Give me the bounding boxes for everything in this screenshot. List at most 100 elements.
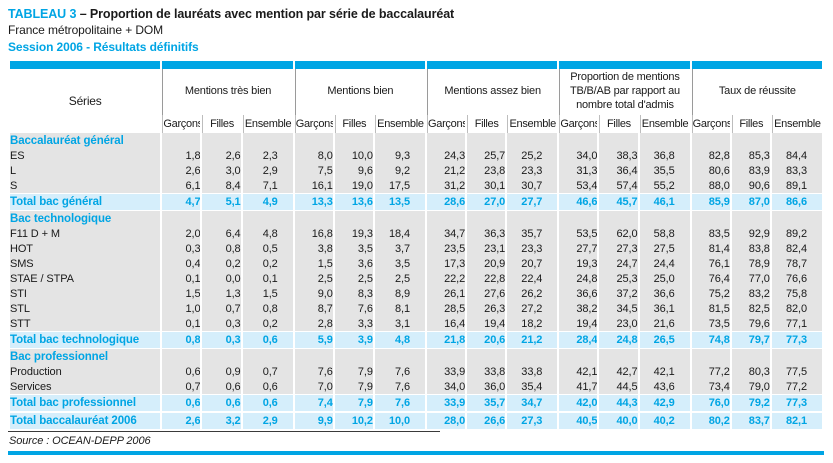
value-cell: 89,1 [771,178,822,193]
value-cell: 82,1 [771,412,822,430]
table-row: STT 0,1 0,3 0,2 2,8 3,3 3,1 16,4 19,4 18,2 19,4 23,… [10,316,822,331]
value-cell: 33,8 [467,364,506,379]
value-cell: 7,9 [334,394,373,412]
table-row: S 6,1 8,4 7,1 16,1 19,0 17,5 31,2 30,1 30,7 53,4 57… [10,178,822,193]
value-cell [507,211,558,226]
accent-bar-segment [559,61,690,69]
value-cell: 42,0 [559,394,598,412]
value-cell: 2,5 [294,271,333,286]
value-cell: 0,1 [162,316,201,331]
value-cell: 0,3 [202,331,241,349]
value-cell: 28,4 [559,331,598,349]
value-cell: 17,3 [427,256,466,271]
value-cell [162,211,201,226]
value-cell: 4,7 [162,193,201,211]
value-cell: 0,2 [242,256,293,271]
value-cell: 2,8 [294,316,333,331]
value-cell: 83,9 [731,163,770,178]
value-cell: 1,5 [242,286,293,301]
value-cell: 77,0 [731,271,770,286]
value-cell [242,349,293,364]
value-cell: 26,1 [427,286,466,301]
value-cell: 82,0 [771,301,822,316]
value-cell: 83,3 [771,163,822,178]
row-label: Total bac technologique [10,331,161,349]
value-cell [599,349,638,364]
value-cell [202,133,241,148]
value-cell [731,133,770,148]
value-cell [467,211,506,226]
value-cell: 23,3 [507,163,558,178]
value-cell: 7,1 [242,178,293,193]
value-cell: 4,8 [374,331,425,349]
value-cell: 7,4 [294,394,333,412]
value-cell: 20,6 [467,331,506,349]
value-cell: 3,0 [202,163,241,178]
value-cell: 2,5 [374,271,425,286]
value-cell: 10,0 [334,148,373,163]
value-cell: 34,7 [507,394,558,412]
bottom-accent-bar [8,451,824,455]
value-cell: 24,8 [559,271,598,286]
value-cell [334,133,373,148]
subheader-row: Garçons Filles Ensemble Garçons Filles Ensemb… [10,115,822,133]
subcolumn-header-garcons: Garçons [294,115,333,133]
value-cell: 40,0 [599,412,638,430]
value-cell: 13,5 [374,193,425,211]
value-cell: 21,2 [427,163,466,178]
value-cell: 7,0 [294,379,333,394]
value-cell: 27,3 [507,412,558,430]
value-cell: 36,8 [639,148,690,163]
value-cell: 27,7 [559,241,598,256]
value-cell: 8,9 [374,286,425,301]
value-cell: 77,2 [691,364,730,379]
subcolumn-header-ensemble: Ensemble [507,115,558,133]
value-cell: 81,4 [691,241,730,256]
value-cell: 20,7 [507,256,558,271]
value-cell: 36,3 [467,226,506,241]
value-cell: 44,3 [599,394,638,412]
accent-bar-segment [294,61,425,69]
value-cell [334,211,373,226]
value-cell: 36,4 [599,163,638,178]
value-cell: 26,2 [507,286,558,301]
top-accent-bar [10,61,822,69]
row-label: Bac professionnel [10,349,161,364]
group-header-mentions-assez-bien: Mentions assez bien [427,69,558,115]
value-cell: 0,6 [162,364,201,379]
value-cell: 2,6 [162,163,201,178]
value-cell: 80,6 [691,163,730,178]
value-cell: 53,4 [559,178,598,193]
value-cell: 1,8 [162,148,201,163]
total-row: Total bac technologique 0,8 0,3 0,6 5,9 3,9 4,… [10,331,822,349]
value-cell: 73,4 [691,379,730,394]
value-cell [771,349,822,364]
value-cell: 18,4 [374,226,425,241]
value-cell: 46,6 [559,193,598,211]
value-cell: 24,8 [599,331,638,349]
value-cell: 24,3 [427,148,466,163]
value-cell: 27,0 [467,193,506,211]
value-cell [202,211,241,226]
value-cell: 74,8 [691,331,730,349]
subcolumn-header-ensemble: Ensemble [771,115,822,133]
row-label: STT [10,316,161,331]
value-cell: 85,3 [731,148,770,163]
value-cell: 76,1 [691,256,730,271]
value-cell: 22,4 [507,271,558,286]
value-cell: 0,7 [202,301,241,316]
value-cell: 34,5 [599,301,638,316]
accent-bar-segment [691,61,822,69]
row-label: L [10,163,161,178]
value-cell: 0,0 [202,271,241,286]
value-cell: 81,5 [691,301,730,316]
row-label: Production [10,364,161,379]
value-cell: 80,2 [691,412,730,430]
subcolumn-header-ensemble: Ensemble [639,115,690,133]
value-cell: 8,1 [374,301,425,316]
value-cell: 43,6 [639,379,690,394]
value-cell: 31,3 [559,163,598,178]
value-cell: 20,9 [467,256,506,271]
value-cell: 7,5 [294,163,333,178]
subcolumn-header-filles: Filles [334,115,373,133]
